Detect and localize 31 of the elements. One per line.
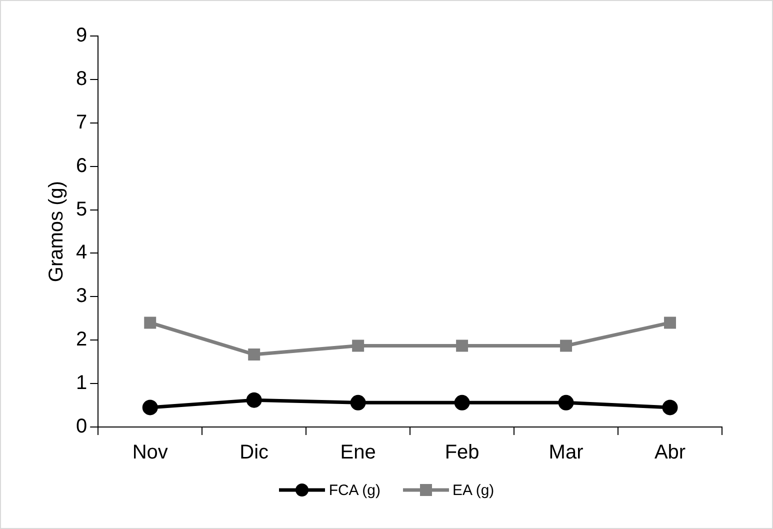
y-tick-label: 7 xyxy=(76,111,88,134)
point xyxy=(144,316,156,329)
x-tick-label: Ene xyxy=(340,442,376,464)
y-axis-title: Gramos (g) xyxy=(46,180,68,282)
legend-label: EA (g) xyxy=(452,482,494,498)
x-tick-label: Dic xyxy=(240,442,269,464)
y-tick-label: 6 xyxy=(76,154,88,177)
point xyxy=(664,316,676,329)
point xyxy=(350,394,366,410)
point xyxy=(456,340,468,352)
x-tick-label: Feb xyxy=(444,442,480,464)
y-tick-label: 9 xyxy=(76,24,88,47)
y-tick-label: 8 xyxy=(76,68,88,90)
legend-label: FCA (g) xyxy=(328,482,380,498)
x-tick-label: Mar xyxy=(548,442,584,464)
y-tick-label: 3 xyxy=(76,285,88,308)
point xyxy=(454,394,470,410)
point xyxy=(662,400,678,416)
y-tick-label: 2 xyxy=(76,328,88,351)
point xyxy=(142,400,158,416)
point xyxy=(352,340,364,352)
y-tick-label: 4 xyxy=(76,242,88,264)
x-tick-label: Nov xyxy=(132,442,168,464)
point xyxy=(558,394,574,410)
point xyxy=(246,392,262,408)
y-tick-label: 1 xyxy=(76,372,88,394)
y-tick-label: 5 xyxy=(76,198,88,220)
point xyxy=(248,348,260,360)
x-tick-label: Abr xyxy=(654,442,686,464)
point xyxy=(560,340,572,352)
y-tick-label: 0 xyxy=(76,416,88,438)
